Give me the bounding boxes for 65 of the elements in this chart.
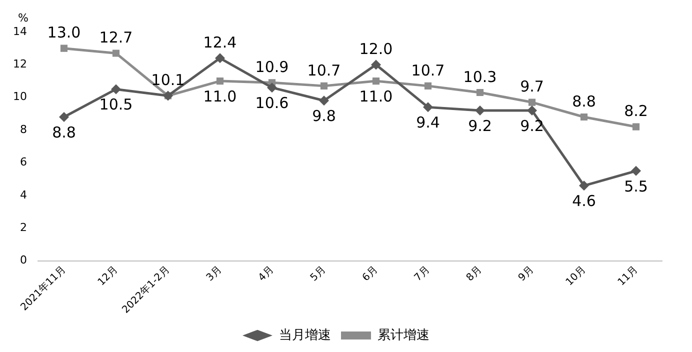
x-tick-label: 5月 [308, 264, 328, 284]
y-tick-label: 4 [20, 188, 27, 202]
point [267, 82, 277, 93]
x-tick-label: 8月 [464, 264, 484, 284]
point [631, 166, 641, 176]
data-label: 8.2 [624, 102, 648, 120]
x-tick-label: 4月 [256, 264, 276, 284]
point [475, 105, 485, 116]
data-label: 13.0 [47, 24, 81, 42]
data-label: 11.0 [359, 87, 393, 106]
y-tick-label: 12 [12, 58, 27, 71]
point [319, 96, 329, 106]
data-label: 10.3 [463, 68, 497, 86]
data-label: 8.8 [572, 92, 596, 110]
point [527, 105, 537, 116]
data-label: 11.0 [203, 87, 237, 106]
x-tick-label: 7月 [412, 264, 432, 284]
y-tick-label: 14 [12, 24, 27, 38]
data-label: 10.5 [99, 96, 133, 114]
point [580, 113, 588, 121]
data-label: 9.2 [468, 116, 492, 135]
point [372, 78, 380, 85]
point [423, 102, 433, 112]
point [60, 44, 68, 52]
y-axis-title: % [18, 11, 28, 24]
point [216, 78, 224, 85]
y-tick-label: 2 [20, 221, 27, 234]
data-label: 10.7 [411, 61, 445, 80]
data-label: 9.2 [520, 116, 544, 135]
y-tick-label: 10 [12, 90, 27, 104]
data-label: 12.7 [99, 28, 133, 47]
point [424, 82, 432, 90]
data-label: 9.7 [520, 78, 544, 96]
y-tick-label: 0 [20, 254, 27, 267]
point [371, 60, 381, 70]
x-tick-label: 9月 [516, 264, 536, 284]
data-label: 12.0 [359, 40, 393, 58]
point [632, 123, 640, 130]
point [528, 98, 536, 106]
data-label: 12.4 [203, 34, 237, 52]
data-label: 10.1 [151, 71, 185, 90]
data-label: 9.4 [416, 114, 440, 132]
legend-label: 当月增速 [279, 328, 331, 343]
x-tick-label: 12月 [96, 264, 120, 288]
y-tick-label: 8 [20, 122, 27, 136]
y-tick-label: 6 [20, 156, 27, 169]
data-label: 10.7 [307, 61, 341, 80]
data-label: 10.6 [255, 94, 289, 112]
x-tick-label: 3月 [204, 264, 224, 284]
legend-label: 累计增速 [378, 328, 430, 343]
data-label: 5.5 [624, 177, 648, 196]
point [320, 82, 328, 90]
data-label: 10.9 [255, 58, 289, 76]
point [476, 88, 484, 96]
point [112, 50, 120, 57]
data-label: 8.8 [52, 123, 76, 142]
point [579, 180, 589, 191]
x-tick-label: 6月 [360, 264, 380, 284]
x-tick-label: 10月 [564, 264, 588, 288]
point [111, 84, 121, 94]
data-label: 9.8 [312, 107, 336, 126]
point [215, 53, 225, 64]
data-label: 4.6 [572, 192, 596, 210]
x-tick-label: 11月 [616, 264, 640, 288]
point [58, 112, 69, 122]
